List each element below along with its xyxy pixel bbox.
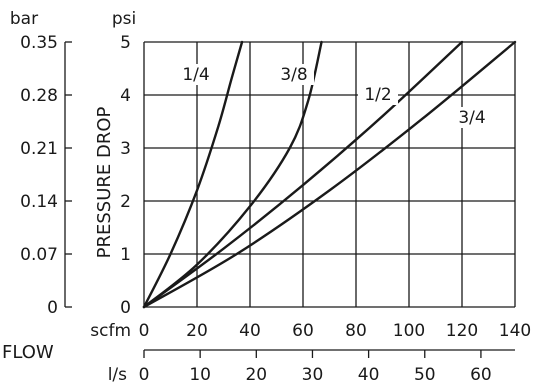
- y-tick-label-secondary: 0.14: [20, 192, 58, 212]
- x-tick-label-secondary: 0: [139, 365, 150, 385]
- y-unit-primary: psi: [112, 9, 136, 29]
- x-tick-label: 20: [186, 321, 208, 341]
- x-tick-label: 80: [345, 321, 367, 341]
- y-unit-secondary: bar: [10, 9, 38, 29]
- y-tick-label: 4: [120, 86, 131, 106]
- x-tick-label-secondary: 20: [245, 365, 267, 385]
- curve-label-1-4: 1/4: [182, 65, 209, 85]
- y-tick-label-secondary: 0: [47, 298, 58, 318]
- curve-1-4: [142, 40, 244, 309]
- curves: [142, 40, 517, 309]
- x-tick-label: 0: [139, 321, 150, 341]
- curve-3-4: [142, 40, 517, 309]
- curve-label-bg: [274, 64, 314, 85]
- x-tick-label-secondary: 40: [358, 365, 380, 385]
- curve-label-3-8: 3/8: [280, 65, 307, 85]
- y-tick-label-secondary: 0.21: [20, 139, 58, 159]
- x-tick-label-secondary: 50: [414, 365, 436, 385]
- x-axis-title: FLOW: [2, 342, 54, 363]
- curve-label-1-2: 1/2: [364, 85, 391, 105]
- x-unit-primary: scfm: [90, 321, 131, 341]
- y-tick-label: 1: [120, 245, 131, 265]
- y-tick-label-secondary: 0.07: [20, 245, 58, 265]
- curve-label-bg: [176, 64, 216, 85]
- curve-label-3-4: 3/4: [458, 108, 485, 128]
- x-tick-label-secondary: 30: [302, 365, 324, 385]
- x-tick-label: 140: [499, 321, 531, 341]
- x-tick-label-secondary: 10: [189, 365, 211, 385]
- x-tick-label: 100: [393, 321, 425, 341]
- curve-label-bg: [358, 84, 398, 105]
- y-tick-label-secondary: 0.28: [20, 86, 58, 106]
- x-unit-secondary: l/s: [108, 365, 127, 385]
- curve-1-2: [142, 40, 464, 309]
- y-tick-label: 3: [120, 139, 131, 159]
- curve-3-8: [142, 40, 323, 309]
- curve-label-bg: [452, 107, 492, 128]
- x-tick-label: 60: [292, 321, 314, 341]
- y-tick-label: 0: [120, 298, 131, 318]
- y-tick-label: 2: [120, 192, 131, 212]
- y-tick-label: 5: [120, 33, 131, 53]
- x-tick-label: 40: [239, 321, 261, 341]
- y-tick-label-secondary: 0.35: [20, 33, 58, 53]
- y-axis-title: PRESSURE DROP: [94, 106, 115, 258]
- axes: [64, 41, 515, 358]
- x-tick-label-secondary: 60: [470, 365, 492, 385]
- x-tick-label: 120: [446, 321, 478, 341]
